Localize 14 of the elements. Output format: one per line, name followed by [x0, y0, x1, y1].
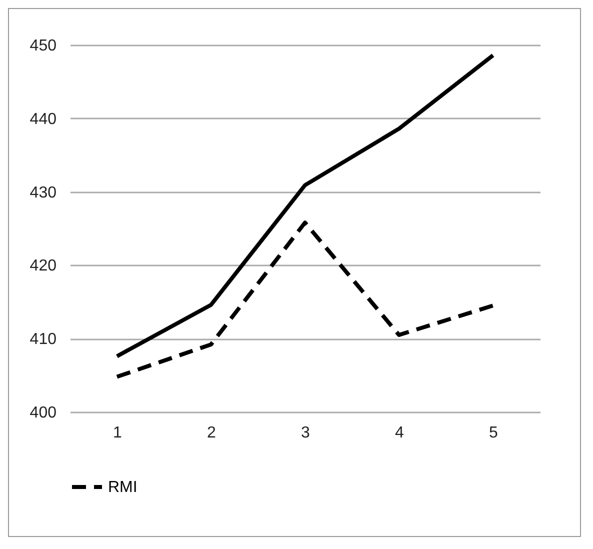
y-tick-label: 420	[30, 258, 57, 275]
x-tick-label: 5	[489, 424, 498, 442]
line-series	[115, 53, 495, 358]
y-tick-label: 410	[30, 331, 57, 348]
y-tick-label: 400	[30, 404, 57, 422]
x-tick-label: 3	[301, 424, 310, 442]
y-tick-label: 450	[30, 38, 57, 54]
x-tick-label: 1	[113, 424, 122, 442]
y-tick-label: 440	[30, 110, 57, 128]
x-tick-label: 2	[207, 424, 216, 442]
legend-label: RMI	[108, 479, 138, 496]
y-tick-label: 430	[30, 184, 57, 202]
x-tick-label: 4	[395, 424, 404, 442]
line-series	[115, 220, 495, 379]
